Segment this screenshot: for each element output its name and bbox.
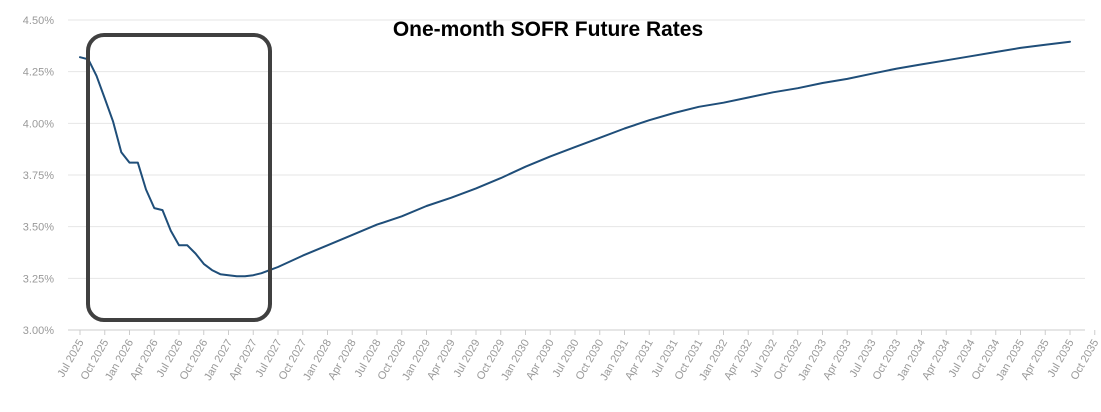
y-axis-ticks: 3.00% 3.25% 3.50% 3.75% 4.00% 4.25% 4.50%: [23, 15, 54, 337]
y-tick-label: 3.75%: [23, 170, 54, 182]
y-tick-label: 3.00%: [23, 325, 54, 337]
y-tick-label: 4.00%: [23, 118, 54, 130]
grid-lines: [68, 19, 1085, 331]
y-tick-label: 3.50%: [23, 222, 54, 234]
y-tick-label: 3.25%: [23, 273, 54, 285]
chart-title: One-month SOFR Future Rates: [393, 18, 703, 41]
series-line-sofr: [79, 40, 1071, 278]
highlight-box: [86, 33, 272, 322]
y-tick-label: 4.25%: [23, 67, 54, 79]
y-tick-label: 4.50%: [23, 15, 54, 27]
